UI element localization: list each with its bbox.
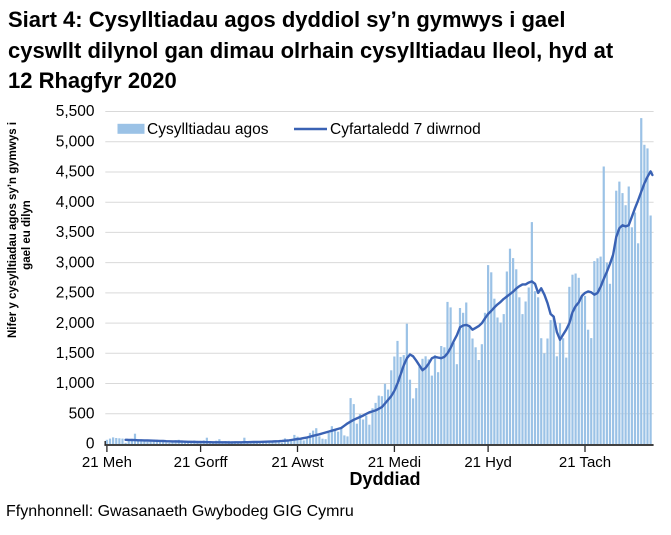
svg-text:4,000: 4,000 xyxy=(56,194,95,211)
svg-text:21 Meh: 21 Meh xyxy=(82,454,132,471)
svg-text:Nifer y cysylltiadau agos sy’n: Nifer y cysylltiadau agos sy’n gymwys i xyxy=(7,122,19,338)
svg-text:1,500: 1,500 xyxy=(56,345,95,362)
svg-text:2,000: 2,000 xyxy=(56,315,95,332)
svg-text:5,000: 5,000 xyxy=(56,133,95,150)
svg-text:21 Medi: 21 Medi xyxy=(368,454,421,471)
svg-text:2,500: 2,500 xyxy=(56,285,95,302)
svg-text:0: 0 xyxy=(86,436,95,453)
svg-text:21 Hyd: 21 Hyd xyxy=(464,454,512,471)
svg-text:500: 500 xyxy=(69,406,95,423)
svg-text:5,500: 5,500 xyxy=(56,103,95,120)
svg-text:Cyfartaledd 7 diwrnod: Cyfartaledd 7 diwrnod xyxy=(330,121,481,138)
svg-text:3,500: 3,500 xyxy=(56,224,95,241)
svg-text:1,000: 1,000 xyxy=(56,375,95,392)
svg-text:21 Awst: 21 Awst xyxy=(271,454,324,471)
svg-text:4,500: 4,500 xyxy=(56,164,95,181)
svg-text:21 Tach: 21 Tach xyxy=(559,454,611,471)
svg-text:Dyddiad: Dyddiad xyxy=(349,469,420,489)
svg-text:Cysylltiadau agos: Cysylltiadau agos xyxy=(147,121,269,138)
svg-text:gael eu dilyn: gael eu dilyn xyxy=(21,200,33,270)
svg-text:3,000: 3,000 xyxy=(56,254,95,271)
svg-text:21 Gorff: 21 Gorff xyxy=(174,454,229,471)
